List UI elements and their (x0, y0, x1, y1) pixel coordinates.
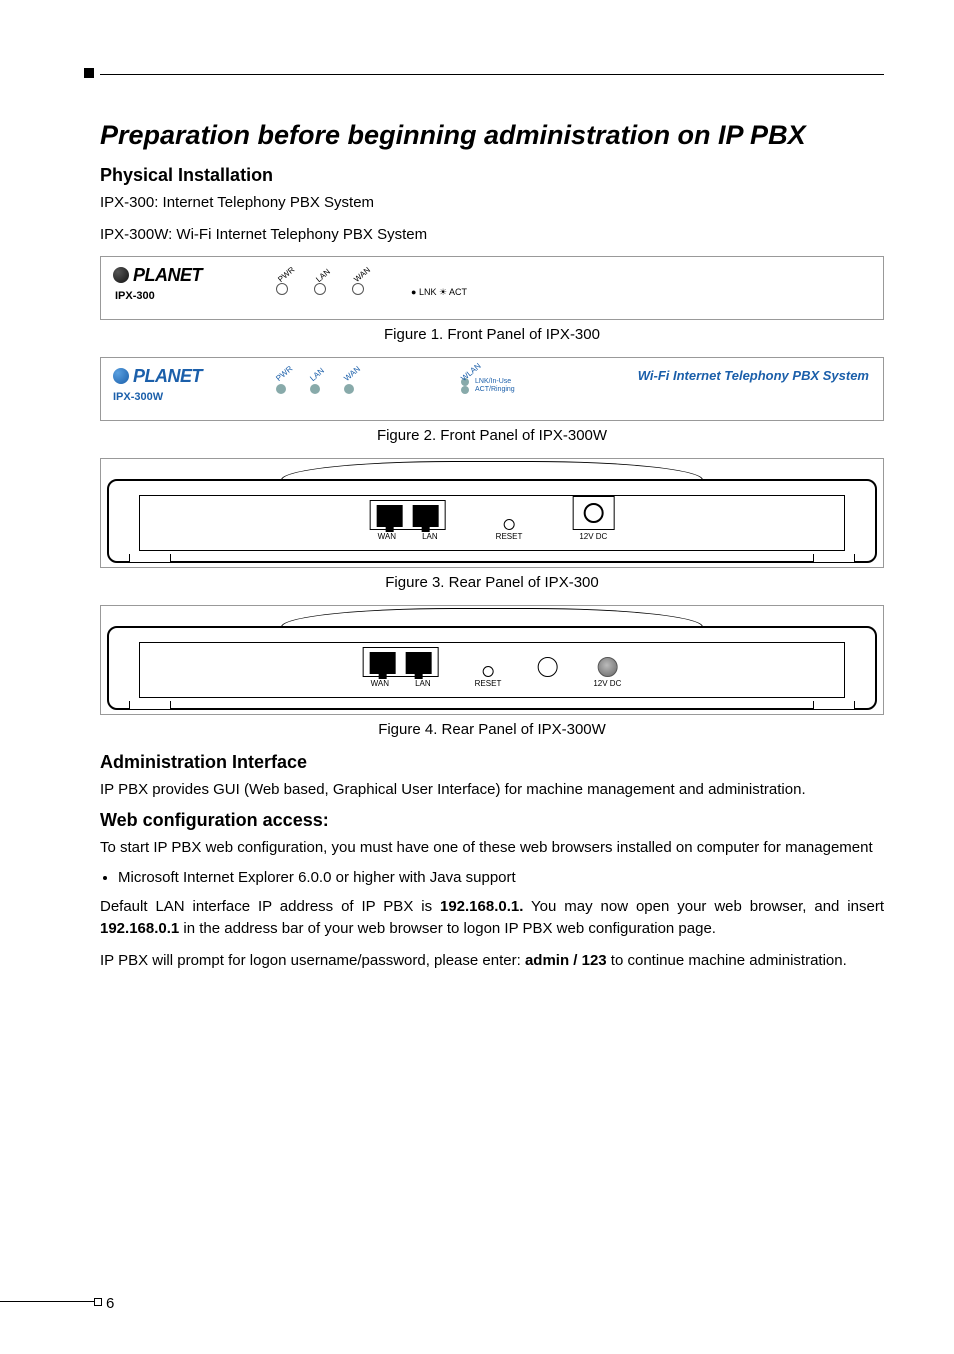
dc-jack: 12V DC (593, 657, 621, 688)
text-ipx300: IPX-300: Internet Telephony PBX System (100, 192, 884, 214)
text-web-config-intro: To start IP PBX web configuration, you m… (100, 837, 884, 859)
led-lan: LAN (310, 384, 320, 394)
text-credentials: IP PBX will prompt for logon username/pa… (100, 950, 884, 972)
foot-right (813, 554, 855, 563)
reset-label: RESET (475, 679, 502, 688)
planet-logo: PLANET (113, 265, 871, 286)
ip-address: 192.168.0.1 (100, 920, 179, 937)
ports-row: WAN LAN RESET 12V DC (363, 647, 622, 688)
text-run: IP PBX will prompt for logon username/pa… (100, 952, 525, 969)
text-run: Default LAN interface IP address of IP P… (100, 898, 440, 915)
page: Preparation before beginning administrat… (0, 0, 954, 1354)
dc-jack: 12V DC (572, 496, 614, 541)
status-lnk: LNK/In-Use (475, 378, 511, 385)
text-run: You may now open your web browser, and i… (523, 898, 884, 915)
planet-logo-text: PLANET (133, 265, 202, 285)
wan-port (377, 505, 403, 527)
antenna-hole (537, 657, 557, 688)
lan-label: LAN (422, 532, 438, 541)
content-area: Preparation before beginning administrat… (100, 60, 884, 971)
top-rule (100, 74, 884, 75)
led-pwr: PWR (276, 283, 290, 295)
text-ipx300w: IPX-300W: Wi-Fi Internet Telephony PBX S… (100, 224, 884, 246)
figure-2-front-panel-ipx300w: PLANET IPX-300W PWR LAN WAN WLAN LNK/In-… (100, 357, 884, 421)
figure-4-caption: Figure 4. Rear Panel of IPX-300W (100, 721, 884, 738)
text-run: to continue machine administration. (607, 952, 847, 969)
wifi-system-tagline: Wi-Fi Internet Telephony PBX System (638, 368, 869, 383)
page-title: Preparation before beginning administrat… (100, 120, 884, 151)
led-wan: WAN (352, 283, 366, 295)
figure-3-caption: Figure 3. Rear Panel of IPX-300 (100, 574, 884, 591)
figure-2-caption: Figure 2. Front Panel of IPX-300W (100, 427, 884, 444)
foot-right (813, 701, 855, 710)
heading-admin-interface: Administration Interface (100, 752, 884, 773)
text-default-ip: Default LAN interface IP address of IP P… (100, 896, 884, 940)
chassis-outline: WAN LAN RESET 12V DC (107, 626, 877, 710)
wan-label: WAN (371, 679, 389, 688)
corner-decoration (84, 68, 98, 82)
top-wedge (281, 461, 703, 480)
lan-label: LAN (415, 679, 431, 688)
led-row: PWR LAN WAN (276, 384, 354, 394)
reset-hole: RESET (496, 519, 523, 541)
planet-logo-text: PLANET (133, 366, 202, 386)
credentials: admin / 123 (525, 952, 607, 969)
page-number: 6 (106, 1295, 114, 1312)
rj-port-group: WAN LAN (370, 500, 446, 541)
browser-requirements-list: Microsoft Internet Explorer 6.0.0 or hig… (100, 869, 884, 886)
reset-hole: RESET (475, 666, 502, 688)
page-number-rule (0, 1301, 100, 1304)
led-wan: WAN (344, 384, 354, 394)
lnk-act-label: LNK ☀ ACT (411, 287, 467, 298)
planet-logo-icon (113, 267, 129, 283)
led-lan: LAN (314, 283, 328, 295)
figure-1-caption: Figure 1. Front Panel of IPX-300 (100, 326, 884, 343)
chassis-outline: WAN LAN RESET 12V DC (107, 479, 877, 563)
lan-port (413, 505, 439, 527)
heading-web-config: Web configuration access: (100, 810, 884, 831)
planet-logo-icon (113, 368, 129, 384)
wlan-led-group: WLAN LNK/In-Use ACT/Ringing (461, 378, 515, 394)
figure-1-front-panel-ipx300: PLANET IPX-300 PWR LAN WAN LNK ☀ ACT (100, 256, 884, 320)
foot-left (129, 554, 171, 563)
lan-port (406, 652, 432, 674)
dc-label: 12V DC (572, 532, 614, 541)
led-row: PWR LAN WAN (276, 283, 366, 295)
foot-left (129, 701, 171, 710)
list-item: Microsoft Internet Explorer 6.0.0 or hig… (118, 869, 884, 886)
heading-physical-installation: Physical Installation (100, 165, 884, 186)
top-wedge (281, 608, 703, 627)
figure-4-rear-panel-ipx300w: WAN LAN RESET 12V DC (100, 605, 884, 715)
rj-port-group: WAN LAN (363, 647, 439, 688)
wan-port (370, 652, 396, 674)
ports-row: WAN LAN RESET 12V DC (370, 496, 615, 541)
figure-3-rear-panel-ipx300: WAN LAN RESET 12V DC (100, 458, 884, 568)
reset-label: RESET (496, 532, 523, 541)
led-pwr: PWR (276, 384, 286, 394)
status-act: ACT/Ringing (475, 386, 515, 393)
wan-label: WAN (378, 532, 396, 541)
dc-label: 12V DC (593, 679, 621, 688)
text-admin-interface: IP PBX provides GUI (Web based, Graphica… (100, 779, 884, 801)
ip-address: 192.168.0.1. (440, 898, 523, 915)
text-run: in the address bar of your web browser t… (179, 920, 716, 937)
model-label: IPX-300 (115, 290, 871, 302)
